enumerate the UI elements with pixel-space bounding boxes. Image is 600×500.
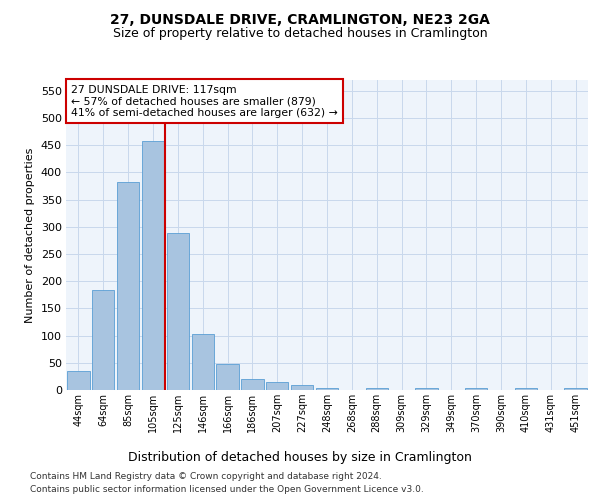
Bar	[266, 382, 289, 390]
Bar	[515, 388, 537, 390]
Bar	[67, 371, 89, 390]
Bar	[365, 388, 388, 390]
Bar	[191, 334, 214, 390]
Bar	[117, 182, 139, 390]
Text: Distribution of detached houses by size in Cramlington: Distribution of detached houses by size …	[128, 451, 472, 464]
Bar	[291, 384, 313, 390]
Bar	[92, 290, 115, 390]
Bar	[217, 364, 239, 390]
Text: Contains public sector information licensed under the Open Government Licence v3: Contains public sector information licen…	[30, 485, 424, 494]
Text: 27 DUNSDALE DRIVE: 117sqm
← 57% of detached houses are smaller (879)
41% of semi: 27 DUNSDALE DRIVE: 117sqm ← 57% of detac…	[71, 84, 338, 118]
Bar	[465, 388, 487, 390]
Bar	[142, 142, 164, 390]
Bar	[415, 388, 437, 390]
Bar	[565, 388, 587, 390]
Text: Size of property relative to detached houses in Cramlington: Size of property relative to detached ho…	[113, 28, 487, 40]
Bar	[241, 379, 263, 390]
Text: Contains HM Land Registry data © Crown copyright and database right 2024.: Contains HM Land Registry data © Crown c…	[30, 472, 382, 481]
Y-axis label: Number of detached properties: Number of detached properties	[25, 148, 35, 322]
Bar	[316, 388, 338, 390]
Bar	[167, 234, 189, 390]
Text: 27, DUNSDALE DRIVE, CRAMLINGTON, NE23 2GA: 27, DUNSDALE DRIVE, CRAMLINGTON, NE23 2G…	[110, 12, 490, 26]
